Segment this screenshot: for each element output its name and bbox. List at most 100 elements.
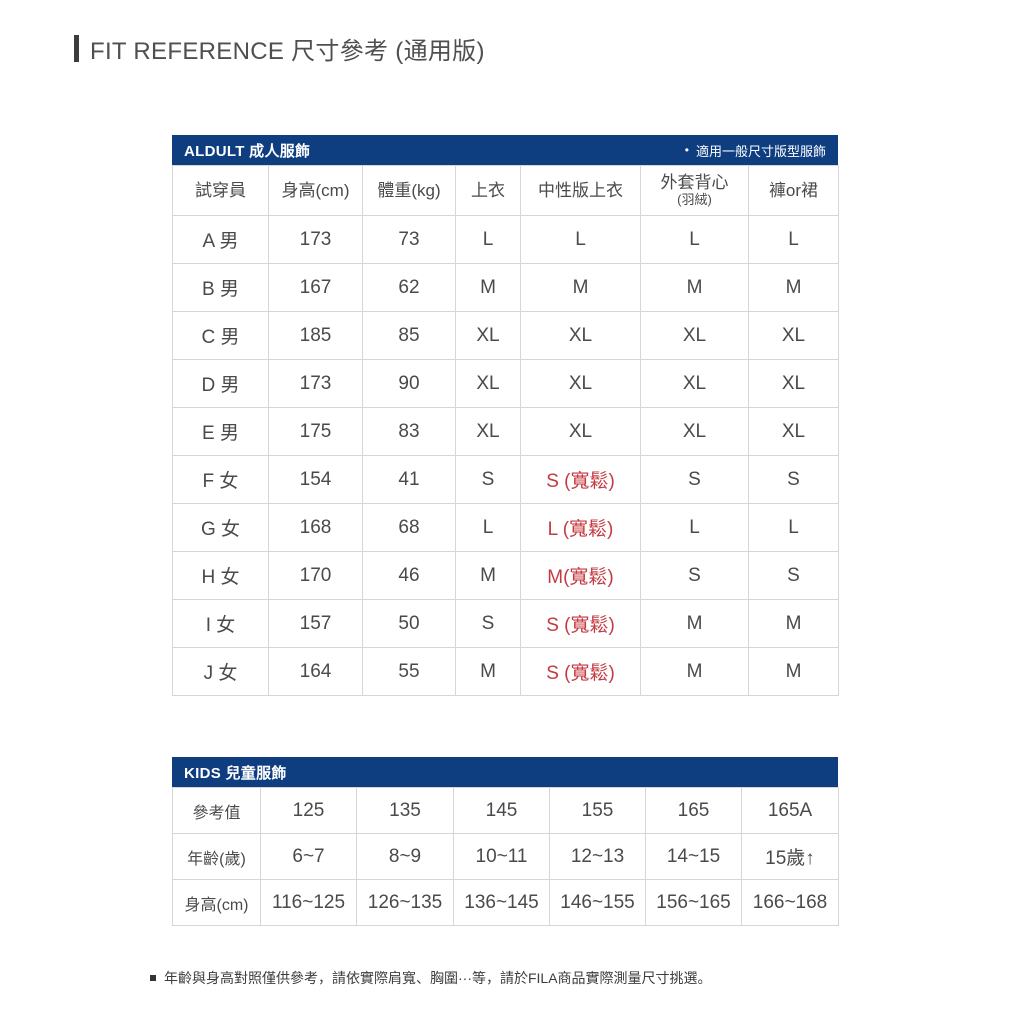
table-cell: S (640, 455, 749, 504)
table-cell: 46 (362, 551, 456, 600)
column-header: 身高(cm) (268, 165, 363, 216)
table-cell: M (455, 551, 521, 600)
column-header: 褲or裙 (748, 165, 839, 216)
table-cell: XL (455, 407, 521, 456)
table-cell: 167 (268, 263, 363, 312)
table-cell: 6~7 (260, 833, 357, 880)
table-cell: S (寬鬆) (520, 647, 641, 696)
table-cell: XL (640, 359, 749, 408)
table-cell: S (455, 599, 521, 648)
table-cell: 125 (260, 787, 357, 834)
table-cell: M (455, 263, 521, 312)
table-cell: 145 (453, 787, 550, 834)
adult-section-note-text: 適用一般尺寸版型服飾 (695, 143, 826, 159)
table-cell: XL (520, 311, 641, 360)
adult-size-table-section: ALDULT 成人服飾 • 適用一般尺寸版型服飾 試穿員 身高(cm) 體重(kg)… (172, 135, 839, 696)
kids-section-title: KIDS 兒童服飾 (184, 764, 287, 782)
table-cell: L (寬鬆) (520, 503, 641, 552)
table-cell: S (640, 551, 749, 600)
kids-section-header: KIDS 兒童服飾 (172, 757, 838, 787)
table-cell: M (748, 599, 839, 648)
table-cell: 185 (268, 311, 363, 360)
table-row: 參考值 125 135 145 155 165 165A (172, 787, 839, 834)
row-label-cell: D 男 (172, 359, 269, 408)
table-cell: XL (748, 359, 839, 408)
table-row: 年齡(歲) 6~7 8~9 10~11 12~13 14~15 15歲↑ (172, 833, 839, 880)
kids-size-table: 參考值 125 135 145 155 165 165A 年齡(歲) 6~7 8~9 10~11 12… (172, 787, 839, 926)
column-header: 體重(kg) (362, 165, 456, 216)
table-row: F 女 154 41 S S (寬鬆) S S (172, 455, 839, 504)
table-cell: L (640, 503, 749, 552)
table-cell: 55 (362, 647, 456, 696)
adult-section-title: ALDULT 成人服飾 (184, 142, 311, 160)
table-cell: 135 (356, 787, 454, 834)
table-cell: 165 (645, 787, 742, 834)
table-cell: 155 (549, 787, 646, 834)
table-cell: L (748, 503, 839, 552)
table-cell: 41 (362, 455, 456, 504)
table-cell: M (640, 263, 749, 312)
row-label-cell: F 女 (172, 455, 269, 504)
table-cell: 173 (268, 215, 363, 264)
row-label-cell: B 男 (172, 263, 269, 312)
table-cell: 14~15 (645, 833, 742, 880)
table-cell: L (640, 215, 749, 264)
table-row: H 女 170 46 M M(寬鬆) S S (172, 551, 839, 600)
table-cell: 157 (268, 599, 363, 648)
footnote-text: 年齡與身高對照僅供參考，請依實際肩寬、胸圍···等，請於FILA商品實際測量尺寸… (164, 970, 712, 986)
table-row: E 男 175 83 XL XL XL XL (172, 407, 839, 456)
table-cell: XL (455, 359, 521, 408)
table-cell: M (748, 647, 839, 696)
table-cell: 50 (362, 599, 456, 648)
kids-size-table-section: KIDS 兒童服飾 參考值 125 135 145 155 165 165A 年齡(歲) 6~7… (172, 757, 839, 926)
table-cell: 10~11 (453, 833, 550, 880)
row-label-cell: 參考值 (172, 787, 261, 834)
table-cell: XL (520, 407, 641, 456)
table-cell: M (640, 647, 749, 696)
table-cell: M (520, 263, 641, 312)
row-label-cell: H 女 (172, 551, 269, 600)
page-title: FIT REFERENCE 尺寸參考 (通用版) (90, 38, 485, 65)
table-row: G 女 168 68 L L (寬鬆) L L (172, 503, 839, 552)
row-label-cell: C 男 (172, 311, 269, 360)
table-cell: L (748, 215, 839, 264)
table-cell: 156~165 (645, 879, 742, 926)
table-cell: XL (640, 311, 749, 360)
table-cell: 146~155 (549, 879, 646, 926)
footnote: 年齡與身高對照僅供參考，請依實際肩寬、胸圍···等，請於FILA商品實際測量尺寸… (150, 968, 712, 988)
table-cell: 165A (741, 787, 839, 834)
row-label-cell: 年齡(歲) (172, 833, 261, 880)
column-header: 上衣 (455, 165, 521, 216)
table-row: J 女 164 55 M S (寬鬆) M M (172, 647, 839, 696)
bullet-icon: • (684, 143, 689, 157)
table-cell: XL (455, 311, 521, 360)
table-cell: S (寬鬆) (520, 599, 641, 648)
table-cell: M (748, 263, 839, 312)
table-cell: XL (748, 311, 839, 360)
table-cell: 12~13 (549, 833, 646, 880)
table-cell: 116~125 (260, 879, 357, 926)
table-cell: 136~145 (453, 879, 550, 926)
table-cell: L (520, 215, 641, 264)
title-accent-bar-icon (74, 35, 79, 62)
table-cell: 164 (268, 647, 363, 696)
table-cell: 85 (362, 311, 456, 360)
table-cell: XL (640, 407, 749, 456)
column-header-row: 試穿員 身高(cm) 體重(kg) 上衣 中性版上衣 外套背心 (羽絨) 褲or裙 (172, 165, 839, 216)
adult-size-table: 試穿員 身高(cm) 體重(kg) 上衣 中性版上衣 外套背心 (羽絨) 褲or裙 A 男 173… (172, 165, 839, 696)
row-label-cell: E 男 (172, 407, 269, 456)
square-bullet-icon (150, 975, 156, 981)
row-label-cell: A 男 (172, 215, 269, 264)
table-cell: 68 (362, 503, 456, 552)
table-cell: 15歲↑ (741, 833, 839, 880)
table-cell: S (748, 551, 839, 600)
row-label-cell: G 女 (172, 503, 269, 552)
table-cell: XL (748, 407, 839, 456)
table-cell: 90 (362, 359, 456, 408)
table-cell: 168 (268, 503, 363, 552)
row-label-cell: I 女 (172, 599, 269, 648)
table-cell: 173 (268, 359, 363, 408)
table-cell: L (455, 503, 521, 552)
adult-section-header: ALDULT 成人服飾 • 適用一般尺寸版型服飾 (172, 135, 838, 165)
row-label-cell: 身高(cm) (172, 879, 261, 926)
